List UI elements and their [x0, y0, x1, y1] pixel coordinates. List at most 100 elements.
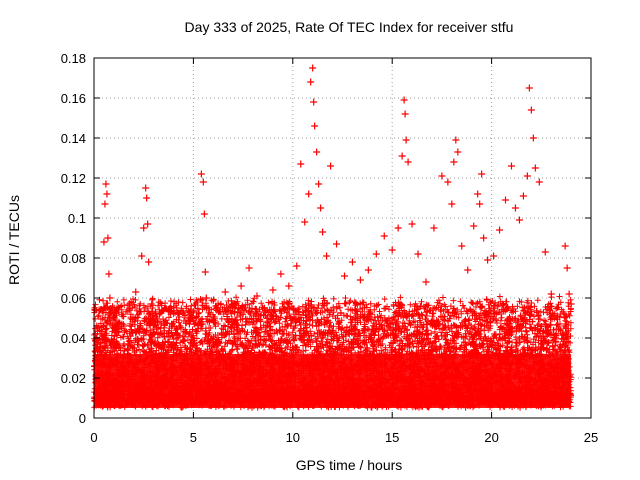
data-point: [293, 262, 301, 270]
data-point: [202, 294, 210, 302]
data-point: [140, 224, 148, 232]
data-point: [496, 226, 504, 234]
data-point: [541, 248, 549, 256]
data-point: [269, 286, 277, 294]
data-point: [200, 210, 208, 218]
x-tick-label: 20: [484, 430, 498, 445]
data-point: [553, 312, 561, 320]
data-point: [523, 172, 531, 180]
data-point: [519, 192, 527, 200]
data-point: [422, 278, 430, 286]
data-point: [277, 270, 285, 278]
data-point: [237, 282, 245, 290]
data-point: [478, 170, 486, 178]
data-point: [104, 234, 112, 242]
data-point: [101, 200, 109, 208]
data-point: [309, 64, 317, 72]
data-point: [490, 252, 498, 260]
data-point: [414, 250, 422, 258]
data-point: [162, 350, 170, 358]
data-point: [150, 328, 158, 336]
data-point: [531, 164, 539, 172]
data-point: [189, 308, 197, 316]
data-point: [108, 344, 116, 352]
data-point: [221, 288, 229, 296]
y-tick-label: 0.18: [61, 51, 86, 66]
data-point: [364, 266, 372, 274]
data-point: [458, 242, 466, 250]
data-point: [213, 304, 221, 312]
data-point: [547, 290, 555, 298]
data-point: [201, 268, 209, 276]
data-point: [301, 218, 309, 226]
x-tick-label: 0: [90, 430, 97, 445]
data-point: [120, 322, 128, 330]
x-axis-label: GPS time / hours: [296, 457, 403, 473]
data-point: [110, 358, 118, 366]
data-point: [484, 256, 492, 264]
data-point: [106, 294, 114, 302]
data-point: [114, 340, 122, 348]
data-point: [563, 264, 571, 272]
data-point: [474, 190, 482, 198]
data-point: [480, 234, 488, 242]
data-point: [356, 276, 364, 284]
data-points: [91, 64, 575, 366]
data-point: [400, 96, 408, 104]
data-point: [311, 122, 319, 130]
x-tick-label: 25: [584, 430, 598, 445]
axis-ticks: 0 0.02 0.04 0.06 0.08 0.1 0.12 0.14 0.16 0.18 0 5 10…: [61, 51, 599, 445]
data-point: [261, 308, 269, 316]
data-point: [305, 190, 313, 198]
data-point: [507, 162, 515, 170]
data-point: [450, 158, 458, 166]
data-point: [398, 152, 406, 160]
x-tick-label: 15: [385, 430, 399, 445]
data-point: [565, 290, 573, 298]
data-point: [454, 148, 462, 156]
data-point: [408, 220, 416, 228]
data-point: [126, 304, 134, 312]
data-point: [527, 106, 535, 114]
data-point: [317, 204, 325, 212]
data-point: [476, 200, 484, 208]
data-point: [567, 300, 575, 308]
data-point: [333, 240, 341, 248]
data-point: [146, 310, 154, 318]
data-point: [97, 330, 105, 338]
x-tick-label: 10: [286, 430, 300, 445]
data-point: [91, 306, 99, 314]
chart-title: Day 333 of 2025, Rate Of TEC Index for r…: [185, 19, 514, 35]
data-point: [132, 288, 140, 296]
data-point: [515, 216, 523, 224]
data-point: [313, 148, 321, 156]
data-point: [340, 272, 348, 280]
data-point: [307, 78, 315, 86]
data-point: [145, 258, 153, 266]
data-point: [253, 292, 261, 300]
data-point: [105, 270, 113, 278]
data-point: [315, 180, 323, 188]
data-point: [185, 320, 193, 328]
dense-data-band: [91, 293, 574, 411]
data-point: [245, 264, 253, 272]
data-point: [297, 160, 305, 168]
y-tick-label: 0.16: [61, 91, 86, 106]
y-axis-label: ROTI / TECUs: [6, 195, 22, 285]
data-point: [199, 178, 207, 186]
y-tick-label: 0.12: [61, 171, 86, 186]
plot-frame: [93, 57, 592, 419]
data-point: [102, 180, 110, 188]
data-point: [229, 300, 237, 308]
data-point: [380, 232, 388, 240]
data-point: [348, 258, 356, 266]
data-point: [94, 352, 102, 360]
data-point: [143, 194, 151, 202]
data-point: [559, 308, 567, 316]
data-point: [430, 224, 438, 232]
data-point: [173, 330, 181, 338]
data-point: [388, 246, 396, 254]
data-point: [310, 98, 318, 106]
data-point: [444, 178, 452, 186]
